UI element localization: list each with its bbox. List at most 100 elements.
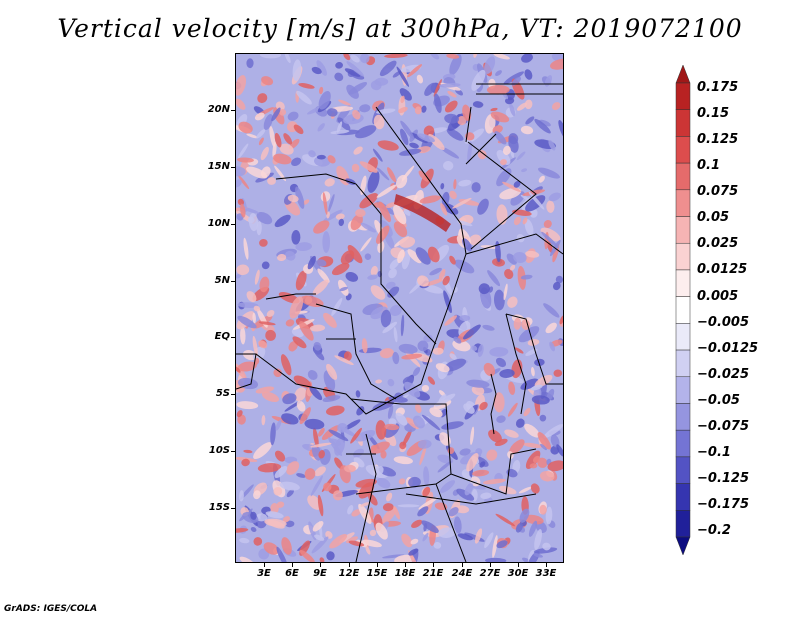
upward-motion-patch [295,270,307,291]
downward-motion-patch [329,438,341,446]
upward-motion-patch [370,441,390,454]
upward-motion-patch [272,141,277,159]
downward-motion-patch [274,214,291,228]
downward-motion-patch [399,148,422,156]
downward-motion-patch [528,520,538,537]
downward-motion-patch [478,283,490,295]
downward-motion-patch [454,259,475,274]
downward-motion-patch [539,414,547,422]
downward-motion-patch [265,511,284,519]
upward-motion-patch [525,250,540,258]
upward-motion-patch [421,384,430,392]
upward-motion-patch [326,363,338,380]
downward-motion-patch [403,208,411,216]
lon-label-9e: 9E [313,568,327,579]
upward-motion-patch [279,143,294,155]
upward-motion-patch [552,243,560,263]
upward-motion-patch [411,519,423,529]
downward-motion-patch [466,379,490,388]
downward-motion-patch [531,395,550,405]
lon-label-24e: 24E [451,568,473,579]
downward-motion-patch [237,302,259,308]
upward-motion-patch [370,265,378,276]
upward-motion-patch [360,237,372,252]
upward-motion-patch [498,485,517,495]
downward-motion-patch [541,231,559,249]
upward-motion-patch [240,326,246,345]
upward-motion-patch [483,362,496,377]
upward-motion-patch [398,106,408,114]
upward-motion-patch [260,166,271,178]
lon-label-12e: 12E [338,568,360,579]
downward-motion-patch [533,547,558,554]
upward-motion-patch [360,175,367,196]
downward-motion-patch [477,198,489,215]
upward-motion-patch [516,102,528,111]
downward-motion-patch [489,347,509,357]
downward-motion-patch [355,125,377,139]
downward-motion-patch [430,54,440,60]
upward-motion-patch [386,492,393,502]
downward-motion-patch [400,128,409,146]
downward-motion-patch [480,492,492,500]
downward-motion-patch [239,490,244,502]
lon-label-15e: 15E [366,568,388,579]
lon-tick [405,563,406,567]
downward-motion-patch [353,448,364,458]
lat-label-eq: EQ [214,331,230,342]
downward-motion-patch [326,551,335,561]
upward-motion-patch [385,202,397,209]
downward-motion-patch [415,247,431,265]
downward-motion-patch [382,321,398,334]
downward-motion-patch [396,66,410,87]
downward-motion-patch [439,83,461,88]
downward-motion-patch [296,473,306,478]
upward-motion-patch [400,95,405,104]
upward-motion-patch [253,490,261,500]
downward-motion-patch [387,378,395,387]
downward-motion-patch [521,54,533,63]
downward-motion-patch [456,488,475,501]
downward-motion-patch [392,351,400,365]
upward-motion-patch [477,150,487,160]
upward-motion-patch [261,76,274,86]
downward-motion-patch [482,324,495,331]
country-borders [236,83,563,562]
lon-tick [546,563,547,567]
downward-motion-patch [389,258,400,270]
downward-motion-patch [496,540,508,549]
upward-motion-patch [257,463,282,473]
colorbar-label: −0.005 [697,315,750,330]
upward-motion-patch [449,255,456,265]
upward-motion-patch [347,244,363,264]
lon-tick [264,563,265,567]
upward-motion-patch [470,426,475,445]
downward-motion-patch [323,209,343,222]
upward-motion-patch [550,58,563,70]
downward-motion-patch [296,90,312,105]
colorbar-label: 0.175 [697,80,739,95]
upward-motion-patch [479,401,488,411]
upward-motion-patch [355,208,366,218]
upward-motion-patch [419,444,427,466]
vertical-velocity-field [236,54,563,562]
upward-motion-patch [401,353,423,360]
downward-motion-patch [238,143,249,159]
downward-motion-patch [275,419,282,431]
upward-motion-patch [387,167,397,183]
lat-label-15n: 15N [207,161,230,172]
downward-motion-patch [307,255,316,270]
upward-motion-patch [462,104,472,122]
colorbar-segment [675,403,691,431]
downward-motion-patch [409,142,419,149]
upward-motion-patch [269,125,276,147]
upward-motion-patch [246,291,257,303]
upward-motion-patch [417,275,429,287]
downward-motion-patch [423,334,433,343]
lon-tick [518,563,519,567]
downward-motion-patch [359,104,371,113]
upward-motion-patch [507,402,518,417]
upward-motion-patch [384,423,400,431]
downward-motion-patch [286,489,294,498]
downward-motion-patch [556,444,563,457]
